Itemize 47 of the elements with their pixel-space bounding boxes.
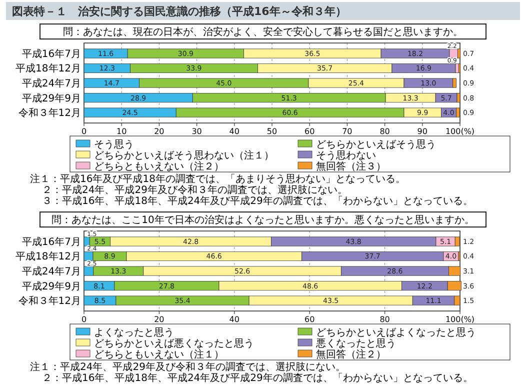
y-tick-label: 令和３年12月: [18, 295, 81, 308]
y-tick-label: 平成18年12月: [16, 62, 81, 75]
y-tick-label: 平成29年9月: [22, 92, 81, 104]
x-tick-label: 10: [116, 127, 127, 136]
y-tick-label: 平成16年7月: [22, 236, 81, 248]
y-tick-label: 平成24年7月: [22, 78, 81, 90]
text: ２：平成16年、平成18年、平成24年及び平成29年の調査では、「わからない」となっている。: [42, 372, 473, 384]
y-tick-label: 平成18年12月: [16, 250, 81, 263]
x-tick-label: 30: [192, 127, 202, 136]
x-tick-label: 40: [229, 315, 240, 324]
legend-label: 無回答（注２）: [316, 348, 386, 360]
x-tick-label: 70: [342, 127, 352, 136]
legend-label: 無回答（注３）: [316, 160, 386, 172]
x-tick-label: 20: [154, 127, 164, 136]
x-tick-label: 100(%): [445, 315, 475, 324]
x-tick-label: 100(%): [445, 127, 475, 136]
y-tick-label: 平成24年7月: [22, 266, 81, 278]
text: 注１：平成24年、平成29年及び令和３年の調査では、選択肢にない。: [30, 361, 346, 373]
chart-title: 図表特－１ 治安に関する国民意識の推移（平成16年～令和３年）: [12, 5, 346, 18]
chart-subtitle: 問：あなたは、ここ10年で日本の治安はよくなったと思いますか。悪くなったと思いますか。: [52, 214, 474, 226]
legend-label: 悪くなったと思う: [315, 338, 396, 350]
y-tick-label: 平成29年9月: [22, 280, 81, 292]
legend-label: そう思う: [94, 140, 134, 150]
legend-label: どちらかといえばそう思う: [316, 140, 436, 150]
legend-label: そう思わない: [316, 150, 376, 162]
text: ３：平成16年、平成18年、平成24年及び平成29年の調査では、「わからない」となっている。: [42, 195, 473, 207]
x-tick-label: 80: [380, 315, 390, 324]
x-tick-label: 90: [417, 127, 428, 136]
legend-label: どちらかといえば悪くなったと思う: [94, 338, 254, 350]
legend-label: どちらかといえばそう思わない（注１）: [94, 150, 274, 162]
x-tick-label: 60: [304, 127, 315, 136]
x-tick-label: 0: [81, 315, 87, 324]
y-tick-label: 平成16年7月: [22, 48, 81, 60]
x-tick-label: 40: [229, 127, 240, 136]
legend-label: よくなったと思う: [94, 328, 174, 338]
legend-label: どちらかといえばよくなったと思う: [316, 328, 476, 338]
x-tick-label: 80: [380, 127, 390, 136]
x-tick-label: 50: [266, 127, 278, 136]
x-tick-label: 60: [304, 315, 315, 324]
x-tick-label: 0: [81, 127, 87, 136]
chart-subtitle: 問：あなたは、現在の日本が、治安がよく、安全で安心して暮らせる国だと思いますか。: [63, 26, 463, 38]
text: ２：平成24年、平成29年及び令和３年の調査では、選択肢にない。: [42, 184, 348, 196]
legend-label: どちらともいえない（注２）: [94, 160, 224, 172]
y-tick-label: 令和３年12月: [18, 107, 81, 120]
text: 注１：平成16年及び平成18年の調査では、「あまりそう思わない」となっている。: [30, 173, 406, 185]
legend-label: どちらともいえない（注１）: [94, 348, 224, 360]
x-tick-label: 20: [154, 315, 164, 324]
